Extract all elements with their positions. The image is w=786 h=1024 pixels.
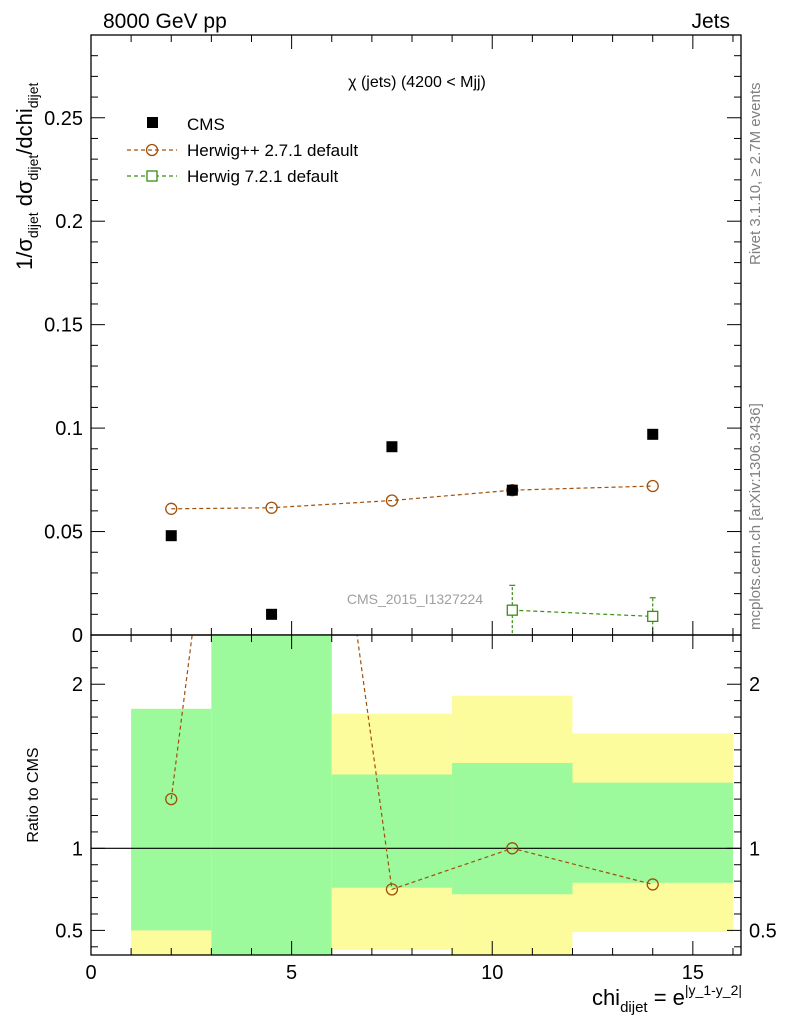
- x-tick-label: 15: [682, 962, 704, 984]
- ratio-plot-ticks: 0.5 0.5 1 1 2 2 0 5 10 15: [55, 635, 777, 984]
- cms-point: [266, 608, 278, 620]
- cms-point: [506, 484, 518, 496]
- rivet-label: Rivet 3.1.10, ≥ 2.7M events: [747, 83, 764, 266]
- cms-point: [386, 441, 398, 453]
- uncertainty-band-green: [211, 635, 332, 955]
- legend-marker-cms: [147, 117, 158, 128]
- legend-label-herwig7: Herwig 7.2.1 default: [187, 167, 338, 186]
- uncertainty-band-green: [452, 763, 573, 895]
- legend-label-cms: CMS: [187, 115, 225, 134]
- legend-marker-herwigpp: [145, 143, 159, 157]
- herwig7-point: [647, 610, 659, 623]
- ratio-herwigpp-point: [506, 842, 519, 855]
- main-y-axis-label: 1/σdijet dσdijet/dchidijet: [12, 82, 41, 270]
- herwigpp-point: [265, 501, 278, 514]
- mcplots-label: mcplots.cern.ch [arXiv:1306.3436]: [747, 403, 764, 630]
- x-axis-label: chidijet = e|y_1-y_2|: [592, 982, 742, 1016]
- ratio-y-tick-label-right: 0.5: [749, 920, 777, 942]
- herwigpp-point: [646, 479, 659, 493]
- ratio-herwigpp-point: [385, 883, 399, 896]
- legend: CMS Herwig++ 2.7.1 default Herwig 7.2.1 …: [127, 115, 358, 186]
- main-plot-ticks: 0.05 0.1 0.15 0.2 0.25 0: [44, 35, 741, 647]
- ratio-y-tick-label: 2: [72, 674, 83, 696]
- chart-title: χ (jets) (4200 < Mjj): [348, 74, 486, 91]
- ratio-plot-marks: [91, 635, 741, 955]
- legend-marker-herwig7: [146, 170, 158, 182]
- herwig7-point: [506, 604, 518, 616]
- watermark: CMS_2015_I1327224: [347, 591, 483, 607]
- ratio-y-axis-label: Ratio to CMS: [25, 747, 42, 842]
- main-y-tick-label: 0.1: [55, 418, 83, 440]
- ratio-herwigpp-line: [170, 635, 653, 891]
- main-y-tick-label: 0.25: [44, 108, 83, 130]
- ratio-plot-frame: [90, 634, 742, 956]
- herwig7-line: [512, 609, 653, 617]
- uncertainty-band-green: [331, 774, 453, 888]
- ratio-herwigpp-point: [165, 792, 178, 806]
- ratio-plot-panel: 0.5 0.5 1 1 2 2 0 5 10 15 Ratio to CMS chidijet =…: [25, 634, 777, 1016]
- header-right: Jets: [691, 10, 730, 33]
- x-tick-label: 5: [286, 962, 297, 984]
- herwigpp-point: [385, 494, 399, 507]
- ratio-herwigpp-point: [646, 878, 659, 891]
- ratio-y-tick-label: 1: [72, 838, 83, 860]
- x-tick-label: 0: [85, 962, 96, 984]
- herwigpp-point: [165, 502, 178, 515]
- main-y-tick-label: 0.05: [44, 522, 83, 544]
- legend-label-herwigpp: Herwig++ 2.7.1 default: [187, 141, 358, 160]
- ratio-y-tick-label-right: 2: [749, 674, 760, 696]
- ratio-series: [165, 635, 659, 896]
- herwigpp-line: [171, 485, 653, 510]
- uncertainty-band-green: [572, 782, 733, 883]
- main-y-tick-label: 0.2: [55, 211, 83, 233]
- main-y-zero-label: 0: [72, 625, 83, 647]
- uncertainty-band-green: [131, 708, 212, 931]
- main-y-tick-label: 0.15: [44, 315, 83, 337]
- cms-point: [647, 428, 659, 440]
- x-tick-label: 10: [481, 962, 503, 984]
- header-left: 8000 GeV pp: [103, 10, 227, 33]
- ratio-y-tick-label: 0.5: [55, 920, 83, 942]
- main-plot-panel: 0.05 0.1 0.15 0.2 0.25 0 χ (jets) (4200 < Mjj…: [12, 34, 742, 647]
- ratio-y-tick-label-right: 1: [749, 838, 760, 860]
- cms-point: [165, 530, 177, 542]
